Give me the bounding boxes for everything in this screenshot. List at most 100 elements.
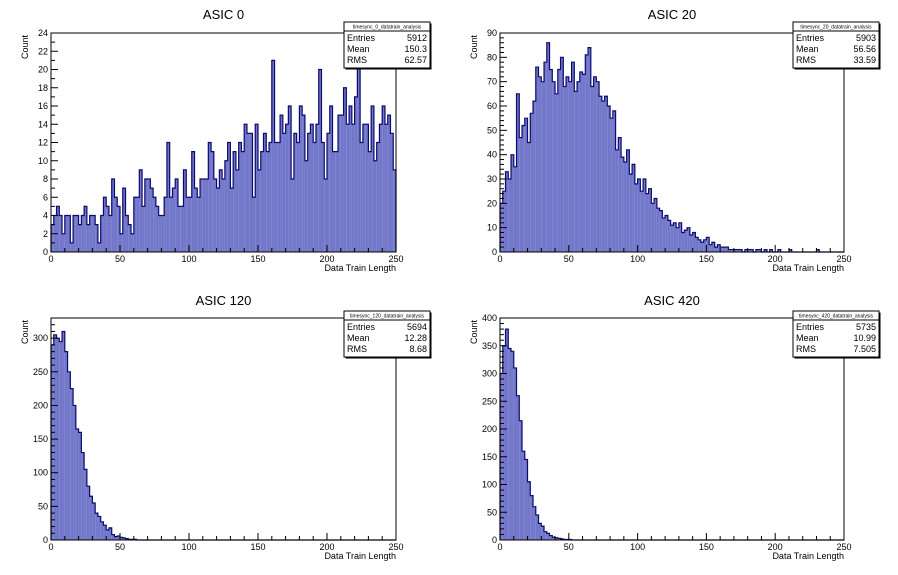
histogram-bar [51,344,54,540]
histogram-bar [376,142,380,252]
histogram-bar [382,106,385,252]
histogram-bar [120,537,123,540]
histogram-bar [692,232,696,252]
histogram-bar [659,210,663,252]
histogram-bar [621,157,624,252]
histogram-bar [227,142,231,252]
histogram-bar [329,106,333,252]
histogram-asic-20: ASIC 20 0 50 100 150 200 250 0 10 20 30 40 50 60 70 80 9… [469,7,881,273]
histogram-bar [153,197,156,252]
histogram-bar [266,151,270,252]
histogram-bar [67,371,71,540]
histogram-bar [315,124,319,252]
histogram-bar [593,76,597,252]
histogram-bar [97,516,101,540]
histogram-bar [73,405,76,540]
histogram-bar [78,224,82,252]
stats-box-name: timesync_420_datatrain_analysis [799,314,873,320]
histogram-bar [368,151,372,252]
histogram-bar [56,206,60,252]
histogram-bar [255,124,258,252]
x-tick-label: 100 [181,542,196,552]
x-tick-label: 250 [836,254,851,264]
x-tick-label: 100 [630,542,645,552]
histogram-bar [714,247,718,252]
histogram-bar [588,47,591,252]
histogram-bar [601,101,605,252]
y-tick-label: 250 [33,367,48,377]
histogram-bar [535,67,539,252]
histogram-bar [722,247,726,252]
histogram-bar [585,54,589,253]
y-axis-label: Count [20,320,30,345]
histogram-bars [500,329,572,540]
y-tick-label: 300 [33,333,48,343]
histogram-bar [139,169,143,252]
histogram-bar [599,96,602,253]
y-tick-label: 150 [482,452,497,462]
y-tick-label: 14 [38,119,48,129]
histogram-bar [541,81,545,253]
histogram-bar [519,137,523,252]
x-tick-label: 50 [564,254,574,264]
x-tick-label: 250 [836,542,851,552]
stats-box: timesync_20_datatrain_analysis Entries 590… [792,21,881,70]
histogram-bar [764,249,767,252]
x-tick-label: 100 [630,254,645,264]
histogram-bar [343,87,347,252]
histogram-bar [549,69,553,252]
histogram-bar [103,197,107,252]
stats-box: timesync_0_datatrain_analysis Entries 5912… [343,21,432,70]
histogram-bar [393,169,396,252]
x-tick-label: 150 [699,542,714,552]
x-tick-label: 150 [699,254,714,264]
histogram-bar [747,249,751,252]
histogram-bar [654,198,657,252]
histogram-bar [224,160,228,252]
stats-value: 5912 [407,33,427,43]
histogram-bar [349,106,352,252]
histogram-bar [252,197,256,252]
histogram-bar [645,193,649,252]
histogram-bar [131,233,134,252]
histogram-bar [390,133,394,252]
x-tick-label: 50 [115,542,125,552]
histogram-bar [733,249,737,252]
histogram-bar [555,93,558,252]
histogram-bar [249,133,253,252]
y-tick-label: 100 [33,468,48,478]
histogram-bar [67,215,71,252]
histogram-bar [95,513,98,540]
stats-value: 33.59 [853,55,876,65]
x-tick-label: 250 [388,542,403,552]
histogram-bar [670,225,674,252]
stats-box-name: timesync_0_datatrain_analysis [353,25,422,31]
y-tick-label: 350 [482,341,497,351]
histogram-bar [321,142,325,252]
histogram-bar [557,538,561,540]
stats-label: RMS [796,55,816,65]
histogram-bar [579,71,583,252]
x-tick-label: 200 [768,542,783,552]
histogram-bar [180,206,184,252]
y-tick-label: 200 [33,400,48,410]
histogram-bar [175,179,178,252]
histogram-bar [755,249,759,252]
histogram-bar [73,215,76,252]
histogram-bar [379,124,383,252]
stats-value: 5694 [407,322,427,332]
histogram-bar [84,469,87,540]
histogram-bar [233,151,236,252]
histogram-bar [103,525,107,540]
y-tick-label: 200 [482,424,497,434]
stats-box: timesync_120_datatrain_analysis Entries 56… [343,310,432,359]
histogram-bar [86,224,90,252]
stats-value: 62.57 [404,55,427,65]
histogram-bar [736,249,740,252]
y-tick-label: 40 [487,150,497,160]
histogram-bar [53,334,57,540]
histogram-bar [351,124,355,252]
histogram-bar [75,215,79,252]
histogram-bar [92,215,96,252]
histogram-bar [81,215,85,252]
